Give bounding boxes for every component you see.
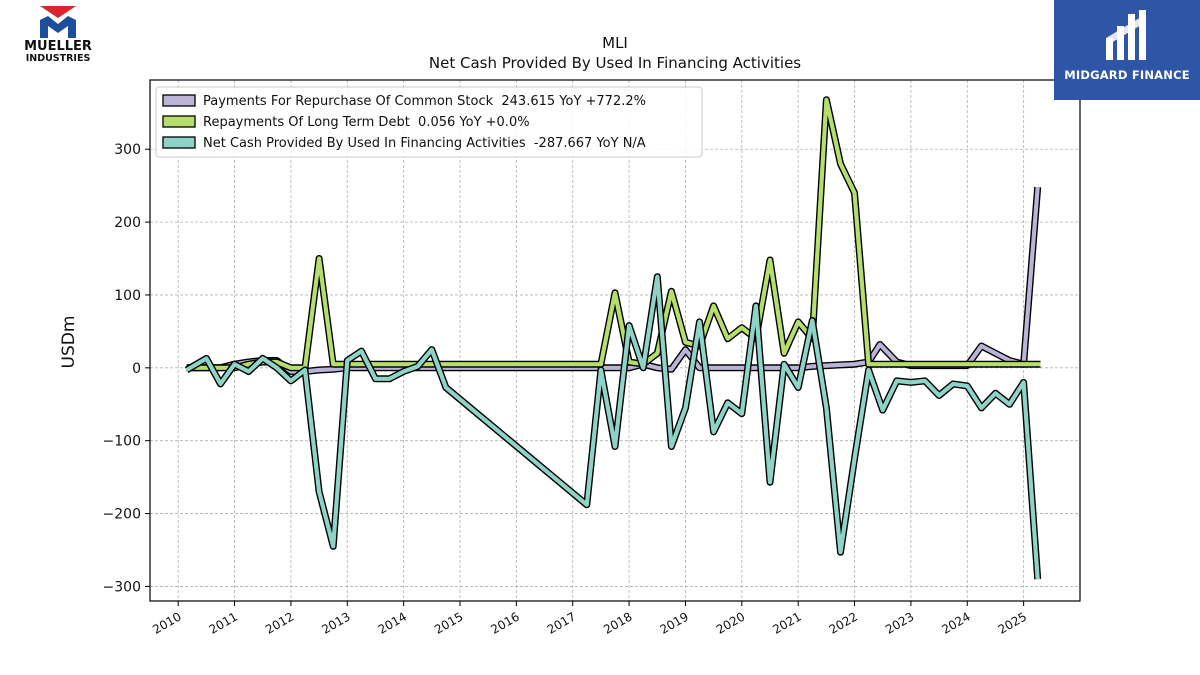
legend-swatch-0 [162, 94, 196, 107]
midgard-logo-text: MIDGARD FINANCE [1064, 68, 1190, 82]
legend-label-2: Net Cash Provided By Used In Financing A… [203, 136, 646, 151]
y-tick-label: −100 [103, 434, 141, 450]
x-tick-label: 2012 [263, 609, 296, 636]
mueller-logo-line1: MUELLER [24, 39, 92, 54]
x-tick-label: 2025 [996, 609, 1029, 636]
x-tick-label: 2016 [488, 609, 521, 636]
chart-title: MLI [602, 34, 628, 52]
y-tick-label: 300 [114, 142, 141, 158]
series-line-2 [185, 274, 1040, 580]
mueller-logo: MUELLER INDUSTRIES [18, 6, 98, 66]
y-tick-label: −200 [103, 507, 141, 523]
x-tick-label: 2024 [939, 609, 972, 636]
midgard-logo: MIDGARD FINANCE [1054, 0, 1200, 100]
legend-label-1: Repayments Of Long Term Debt 0.056 YoY +… [203, 115, 530, 130]
chart-subtitle: Net Cash Provided By Used In Financing A… [429, 54, 801, 72]
legend-box [155, 86, 703, 158]
legend-swatch-1 [162, 115, 196, 128]
x-tick-label: 2017 [545, 609, 578, 636]
x-tick-label: 2020 [714, 609, 747, 636]
midgard-emblem-icon [1106, 10, 1146, 60]
legend: Payments For Repurchase Of Common Stock … [155, 86, 703, 158]
y-tick-label: 0 [132, 361, 141, 377]
y-tick-label: 200 [114, 215, 141, 231]
x-tick-label: 2019 [658, 609, 691, 636]
x-tick-label: 2022 [827, 609, 860, 636]
y-tick-label: 100 [114, 288, 141, 304]
x-tick-label: 2021 [770, 609, 803, 636]
mueller-logo-line2: INDUSTRIES [25, 53, 91, 64]
y-tick-label: −300 [103, 579, 141, 595]
x-tick-label: 2023 [883, 609, 916, 636]
y-axis-label: USDm [59, 316, 79, 369]
x-tick-label: 2018 [601, 609, 634, 636]
mueller-emblem-icon [40, 6, 76, 38]
legend-swatch-2 [162, 136, 196, 149]
legend-label-0: Payments For Repurchase Of Common Stock … [203, 94, 646, 109]
x-tick-label: 2015 [432, 609, 465, 636]
plot-frame [149, 79, 1081, 602]
x-tick-label: 2013 [319, 609, 352, 636]
series-line-1 [186, 97, 1041, 370]
x-tick-label: 2014 [376, 609, 409, 636]
x-tick-label: 2011 [207, 609, 240, 636]
x-tick-label: 2010 [150, 609, 183, 636]
grid [150, 80, 1080, 601]
series-layer [184, 96, 1042, 580]
